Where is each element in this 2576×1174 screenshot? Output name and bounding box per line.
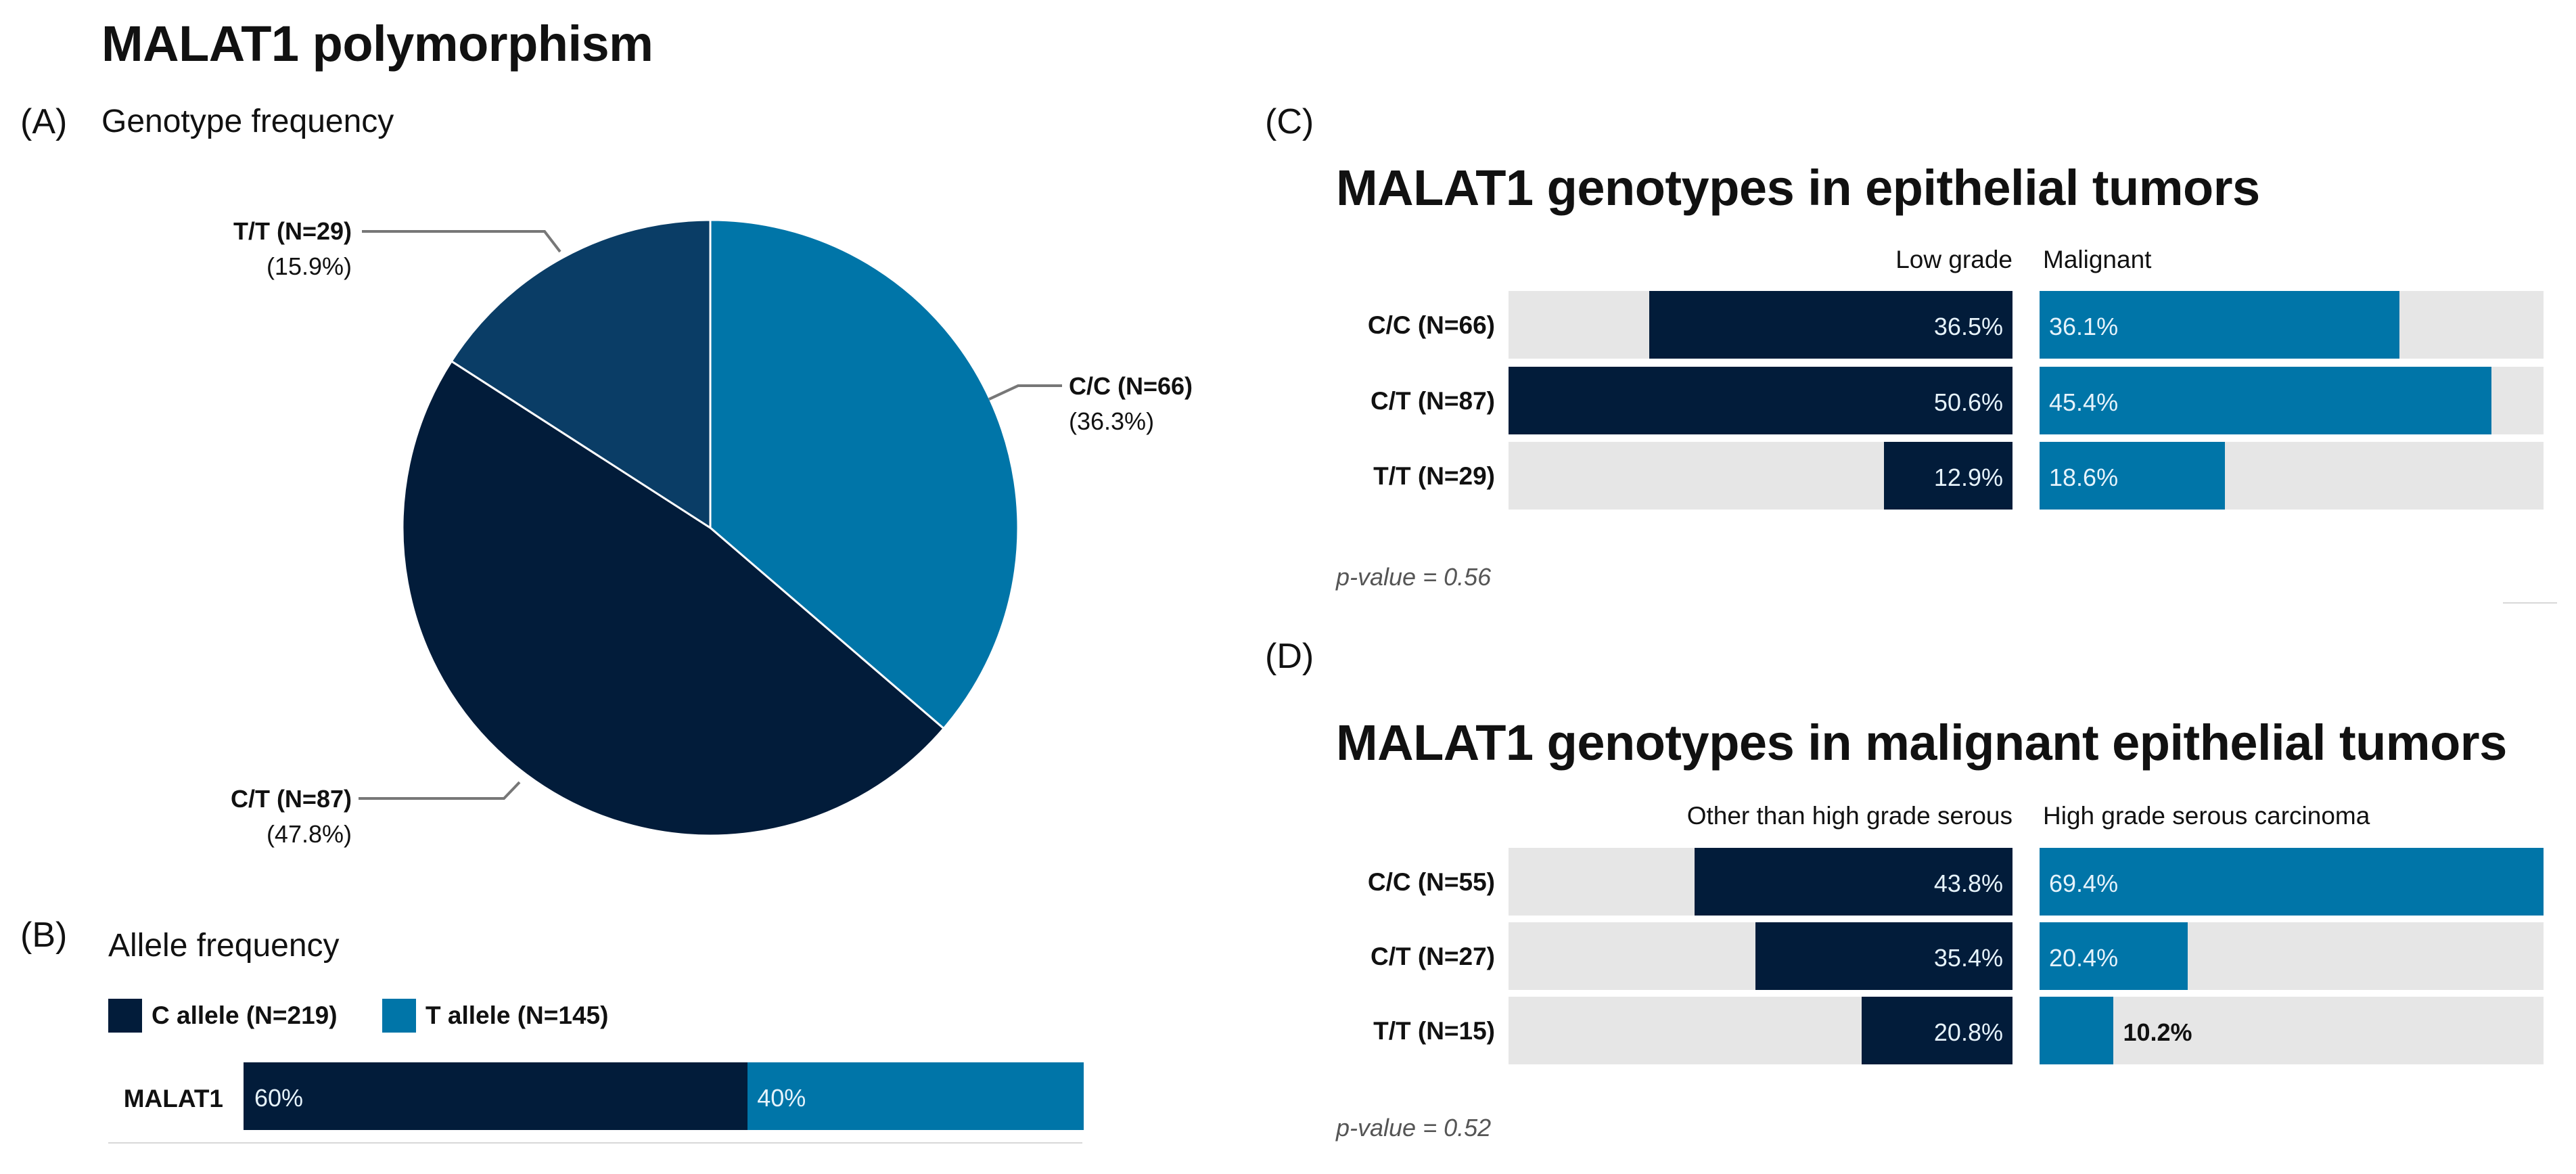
chart-d-bar-right-3: 10.2%	[2040, 997, 2192, 1064]
pie-label-ct-n: C/T (N=87)	[230, 785, 352, 813]
pie-label-tt-pct: (15.9%)	[266, 252, 352, 280]
chart-c-row-label-2: C/T (N=87)	[1370, 387, 1495, 415]
chart-d-bar-left-3: 20.8%	[1861, 997, 2013, 1064]
pie-label-ct-pct: (47.8%)	[266, 820, 352, 848]
chart-c-bar-left-1: 36.5%	[1649, 291, 2013, 359]
chart-d-bar-left-2: 35.4%	[1755, 922, 2013, 990]
panel-label-d: (D)	[1265, 637, 1314, 676]
pie-chart	[359, 219, 1062, 837]
allele-bar-t-label: 40%	[757, 1084, 806, 1112]
chart-d-bar-right-1-label: 69.4%	[2049, 870, 2119, 897]
chart-c-title: MALAT1 genotypes in epithelial tumors	[1336, 160, 2260, 216]
chart-d-head-left: Other than high grade serous	[1686, 802, 2013, 830]
pie-slice-ct	[401, 359, 946, 837]
allele-bar-c: 60%	[244, 1062, 748, 1130]
chart-c-head-left: Low grade	[1895, 246, 2013, 273]
allele-row-label: MALAT1	[123, 1085, 223, 1112]
chart-d-bar-right-1: 69.4%	[2040, 848, 2544, 916]
chart-c-row-label-3: T/T (N=29)	[1373, 462, 1495, 490]
chart-d-row-label-1: C/C (N=55)	[1367, 868, 1495, 896]
chart-c-bar-left-1-label: 36.5%	[1933, 313, 2003, 340]
pie-label-cc-n: C/C (N=66)	[1069, 372, 1193, 400]
pie-label-cc: C/C (N=66) (36.3%)	[1069, 369, 1193, 439]
chart-d-row-label-3: T/T (N=15)	[1373, 1017, 1495, 1045]
chart-d-bar-left-1: 43.8%	[1694, 848, 2013, 916]
pie-label-cc-pct: (36.3%)	[1069, 407, 1155, 435]
pie-leader-cc	[988, 384, 1062, 401]
pie-leader-tt	[362, 230, 561, 253]
chart-c-bar-right-3-label: 18.6%	[2049, 464, 2119, 491]
chart-d-title: MALAT1 genotypes in malignant epithelial…	[1336, 715, 2507, 771]
chart-c-divider	[2503, 602, 2557, 604]
chart-c-bar-right-3: 18.6%	[2040, 442, 2225, 510]
figure-title: MALAT1 polymorphism	[101, 16, 653, 72]
chart-d-bar-left-1-label: 43.8%	[1933, 870, 2003, 897]
chart-c-pvalue: p-value = 0.56	[1336, 563, 1492, 591]
panel-label-c: (C)	[1265, 102, 1314, 141]
legend-c-allele-swatch	[108, 999, 142, 1033]
chart-c-bar-left-3-label: 12.9%	[1933, 464, 2003, 491]
chart-c-bar-right-2: 45.4%	[2040, 367, 2492, 434]
chart-c-bar-left-2-label: 50.6%	[1933, 388, 2003, 416]
legend-t-allele: T allele (N=145)	[382, 997, 608, 1035]
allele-bar-c-label: 60%	[254, 1084, 304, 1112]
chart-c-bar-left-3: 12.9%	[1884, 442, 2013, 510]
legend-c-allele-label: C allele (N=219)	[152, 1001, 338, 1029]
allele-bar-t: 40%	[748, 1062, 1084, 1130]
chart-d-bar-right-3-label: 10.2%	[2123, 1018, 2192, 1046]
pie-label-tt: T/T (N=29) (15.9%)	[203, 214, 352, 284]
chart-c-bar-left-2: 50.6%	[1509, 367, 2013, 434]
chart-c-bar-right-1: 36.1%	[2040, 291, 2399, 359]
chart-d-bar-left-2-label: 35.4%	[1933, 944, 2003, 972]
chart-d-bar-right-2-label: 20.4%	[2049, 944, 2119, 972]
legend-t-allele-label: T allele (N=145)	[426, 1001, 609, 1029]
chart-d-bar-right-2: 20.4%	[2040, 922, 2188, 990]
chart-d-row-label-2: C/T (N=27)	[1370, 943, 1495, 970]
allele-divider	[108, 1142, 1082, 1144]
allele-chart-title: Allele frequency	[108, 928, 340, 964]
chart-c-row-label-1: C/C (N=66)	[1367, 311, 1495, 339]
panel-label-a: (A)	[20, 102, 68, 141]
pie-chart-title: Genotype frequency	[101, 104, 394, 139]
pie-label-ct: C/T (N=87) (47.8%)	[203, 782, 352, 852]
chart-d-bar-left-3-label: 20.8%	[1933, 1018, 2003, 1046]
legend-c-allele: C allele (N=219)	[108, 997, 338, 1035]
panel-label-b: (B)	[20, 916, 68, 955]
pie-leader-ct	[359, 781, 521, 800]
chart-c-head-right: Malignant	[2043, 246, 2152, 273]
pie-slice-tt	[450, 219, 712, 530]
chart-c-bar-right-2-label: 45.4%	[2049, 388, 2119, 416]
chart-c-bar-right-1-label: 36.1%	[2049, 313, 2119, 340]
chart-d-track-right-3	[2040, 997, 2544, 1064]
pie-label-tt-n: T/T (N=29)	[233, 217, 352, 245]
legend-t-allele-swatch	[382, 999, 416, 1033]
chart-d-head-right: High grade serous carcinoma	[2043, 802, 2370, 830]
chart-d-pvalue: p-value = 0.52	[1336, 1114, 1492, 1142]
